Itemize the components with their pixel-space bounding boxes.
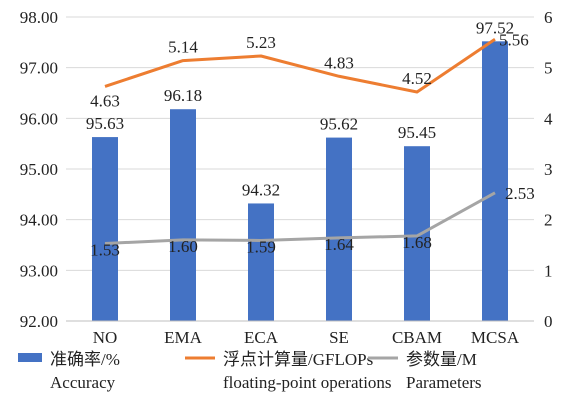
legend: 准确率/% Accuracy 浮点计算量/GFLOPs floating-point … [18,350,482,392]
data-labels: 95.63 96.18 94.32 95.62 95.45 97.52 4.63 5.14 5.… [86,18,535,259]
bar [404,146,430,321]
x-tick-label: NO [93,328,118,347]
y-right-tick-label: 4 [544,109,553,128]
bar-value-label: 95.45 [398,123,436,142]
y-left-tick-label: 97.00 [20,59,58,78]
bar-value-label: 97.52 [476,18,514,37]
series-line [104,38,496,94]
bar [170,109,196,321]
bar-value-label: 95.62 [320,115,358,134]
line-value-label: 5.56 [499,30,529,49]
x-axis: NO EMA ECA SE CBAM MCSA [66,320,534,347]
legend-swatch [18,353,42,362]
line-value-label: 1.64 [324,235,354,254]
bar-value-label: 95.63 [86,114,124,133]
y-right-tick-label: 3 [544,160,553,179]
bar [326,137,352,321]
legend-label: 准确率/% [50,350,120,369]
y-left-tick-label: 98.00 [20,8,58,27]
x-tick-label: SE [329,328,349,347]
line-value-label: 4.52 [402,69,432,88]
legend-label-en: Parameters [406,373,482,392]
legend-label-en: Accuracy [50,373,116,392]
gridlines [66,16,534,322]
line-value-label: 1.59 [246,237,276,256]
y-left-tick-label: 94.00 [20,211,58,230]
bar [248,203,274,321]
y-left-tick-label: 95.00 [20,160,58,179]
y-right-tick-label: 0 [544,312,553,331]
line-series [104,38,496,245]
legend-item: 参数量/M Parameters [368,350,482,392]
left-axis: 92.00 93.00 94.00 95.00 96.00 97.00 98.00 [20,8,58,331]
line-value-label: 1.68 [402,233,432,252]
line-value-label: 5.14 [168,38,198,57]
line-value-label: 5.23 [246,33,276,52]
line-value-label: 1.60 [168,237,198,256]
line-value-label: 2.53 [505,184,535,203]
y-right-tick-label: 1 [544,261,553,280]
x-tick-label: EMA [164,328,203,347]
legend-label: 参数量/M [406,350,477,369]
bar-value-label: 96.18 [164,86,202,105]
y-right-tick-label: 5 [544,59,553,78]
bar [482,41,508,321]
y-right-tick-label: 2 [544,211,553,230]
y-left-tick-label: 92.00 [20,312,58,331]
x-tick-label: CBAM [392,328,442,347]
bar [92,137,118,321]
legend-item: 浮点计算量/GFLOPs floating-point operations [185,350,392,392]
line-value-label: 4.83 [324,53,354,72]
y-right-tick-label: 6 [544,8,553,27]
y-left-tick-label: 93.00 [20,261,58,280]
legend-label: 浮点计算量/GFLOPs [223,350,373,369]
line-value-label: 1.53 [90,240,120,259]
line-value-label: 4.63 [90,91,120,110]
y-left-tick-label: 96.00 [20,109,58,128]
bar-value-label: 94.32 [242,180,280,199]
bar-series [92,41,508,321]
x-tick-label: MCSA [471,328,520,347]
legend-label-en: floating-point operations [223,373,392,392]
right-axis: 0 1 2 3 4 5 6 [544,8,553,331]
x-tick-label: ECA [244,328,279,347]
series-line [104,191,496,245]
legend-item: 准确率/% Accuracy [18,350,120,392]
